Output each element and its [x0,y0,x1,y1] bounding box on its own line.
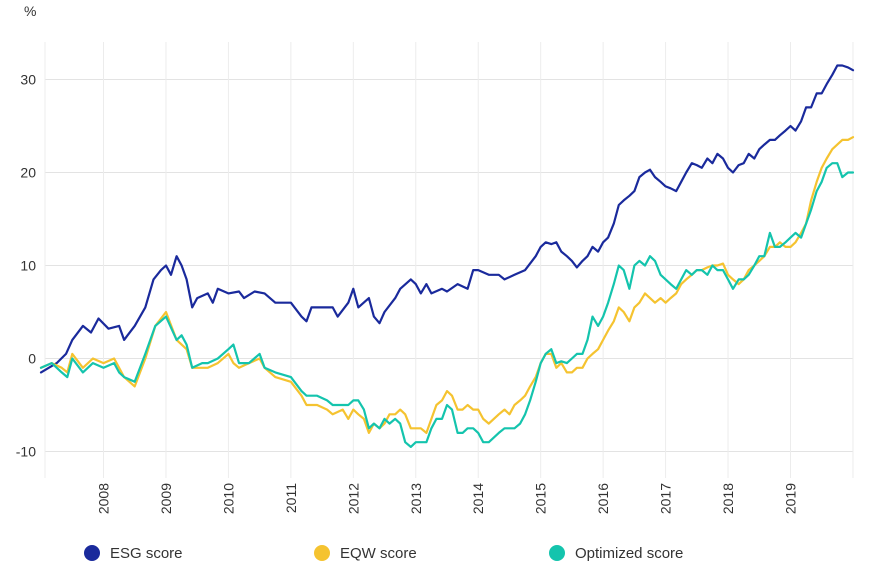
legend-label-esg: ESG score [110,544,183,562]
x-tick-label: 2016 [595,483,611,514]
x-tick-label: 2014 [470,483,486,514]
series-line-esg [39,64,855,374]
legend-item-eqw: EQW score [314,541,417,565]
grid-lines [44,42,854,478]
x-tick-label: 2019 [783,483,799,514]
x-tick-label: 2013 [408,483,424,514]
x-tick-label: 2012 [345,483,361,514]
y-tick-label: 30 [20,72,36,88]
legend-item-optimized: Optimized score [549,541,683,565]
x-tick-label: 2015 [533,483,549,514]
series-lines [39,64,855,448]
x-tick-label: 2010 [220,483,236,514]
y-tick-label: 0 [28,351,36,367]
legend-label-optimized: Optimized score [575,544,684,562]
legend-swatch-eqw [314,545,330,561]
x-tick-label: 2017 [658,483,674,514]
y-axis-unit-label: % [24,3,36,19]
x-tick-label: 2009 [158,483,174,514]
x-tick-label: 2011 [283,483,299,513]
y-axis: -10 0 10 20 30 [16,72,36,460]
legend-label-eqw: EQW score [340,544,417,562]
x-tick-label: 2018 [720,483,736,514]
x-axis: 2008 2009 2010 2011 2012 2013 2014 2015 2016 2017… [96,483,799,514]
x-tick-label: 2008 [96,483,112,514]
y-tick-label: -10 [16,444,36,460]
series-line-optimized [39,162,855,448]
y-tick-label: 20 [20,165,36,181]
y-tick-label: 10 [20,258,36,274]
legend: ESG score EQW score Optimized score [0,541,870,565]
legend-swatch-optimized [549,545,565,561]
legend-item-esg: ESG score [84,541,183,565]
series-line-eqw [39,136,855,434]
legend-swatch-esg [84,545,100,561]
